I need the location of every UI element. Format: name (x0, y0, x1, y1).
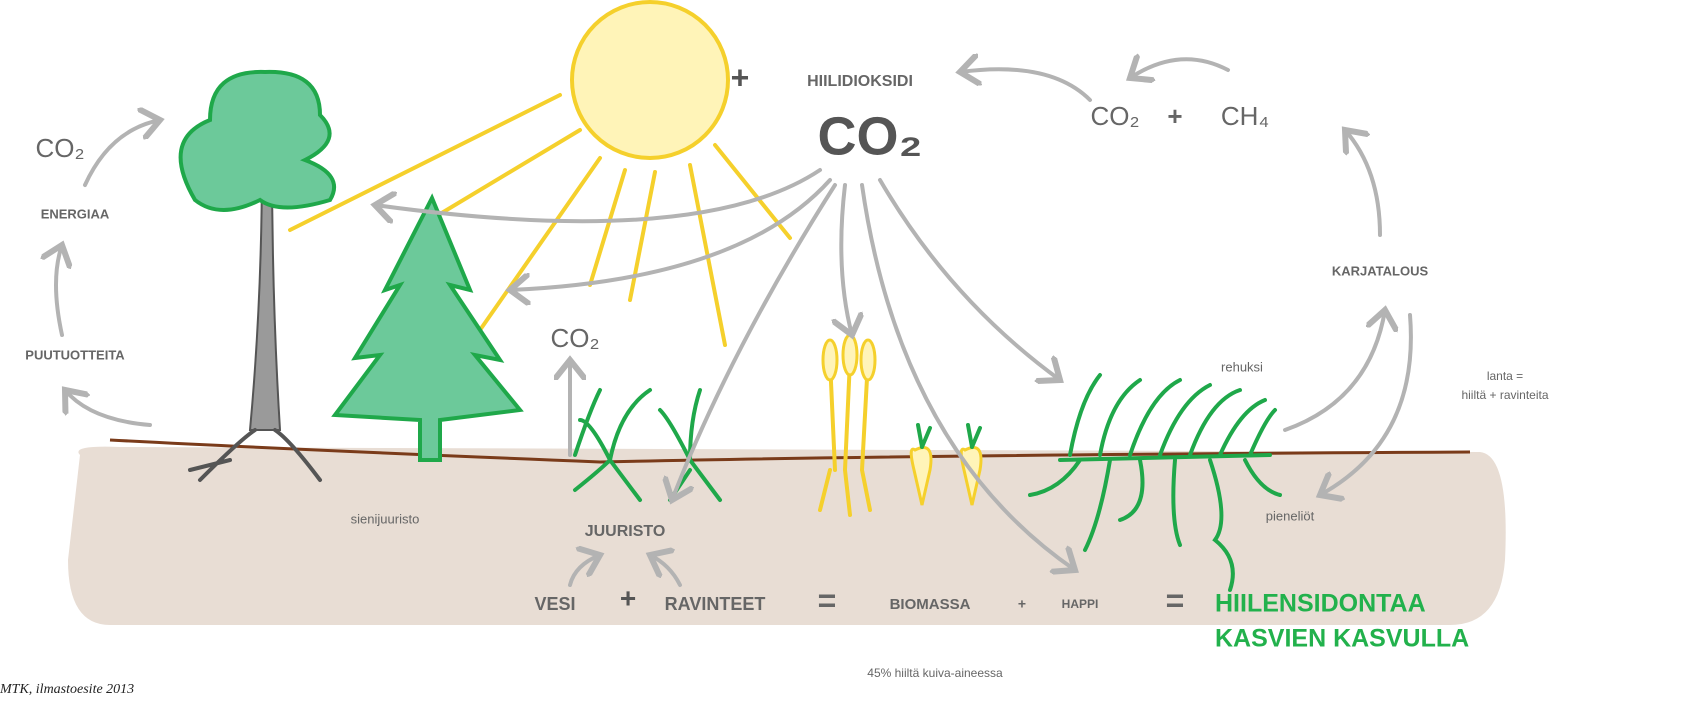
operator: = (1166, 582, 1185, 618)
term: HAPPI (1062, 597, 1099, 611)
co2-main: CO₂ (818, 106, 923, 166)
credit: MTK, ilmastoesite 2013 (0, 682, 134, 697)
label: HIILIDIOKSIDI (807, 73, 913, 90)
plus: + (1167, 101, 1182, 131)
label: lanta = (1487, 369, 1523, 383)
term: VESI (534, 594, 575, 614)
label: ENERGIAA (41, 206, 110, 221)
operator: = (818, 582, 837, 618)
term: RAVINTEET (665, 594, 766, 614)
co2: CO₂ (550, 323, 599, 353)
result: KASVIEN KASVULLA (1215, 625, 1469, 653)
diagram: + HIILIDIOKSIDI CO₂ CO₂ + CH₄ KARJATALOU… (0, 0, 1689, 703)
operator: + (620, 582, 636, 613)
label: sienijuuristo (351, 511, 420, 526)
label: rehuksi (1221, 359, 1263, 374)
ch4: CH₄ (1221, 101, 1269, 131)
term: BIOMASSA (890, 596, 971, 613)
label: pieneliöt (1266, 508, 1315, 523)
label: KARJATALOUS (1332, 263, 1429, 278)
co2: CO₂ (35, 133, 84, 163)
co2: CO₂ (1090, 101, 1139, 131)
label: PUUTUOTTEITA (25, 347, 125, 362)
result: HIILENSIDONTAA (1215, 590, 1426, 618)
label: JUURISTO (585, 523, 666, 540)
operator: + (1018, 596, 1026, 612)
note: 45% hiiltä kuiva-aineessa (867, 666, 1003, 680)
illustration (56, 2, 1506, 625)
plus: + (731, 59, 750, 95)
label: hiiltä + ravinteita (1461, 388, 1548, 402)
